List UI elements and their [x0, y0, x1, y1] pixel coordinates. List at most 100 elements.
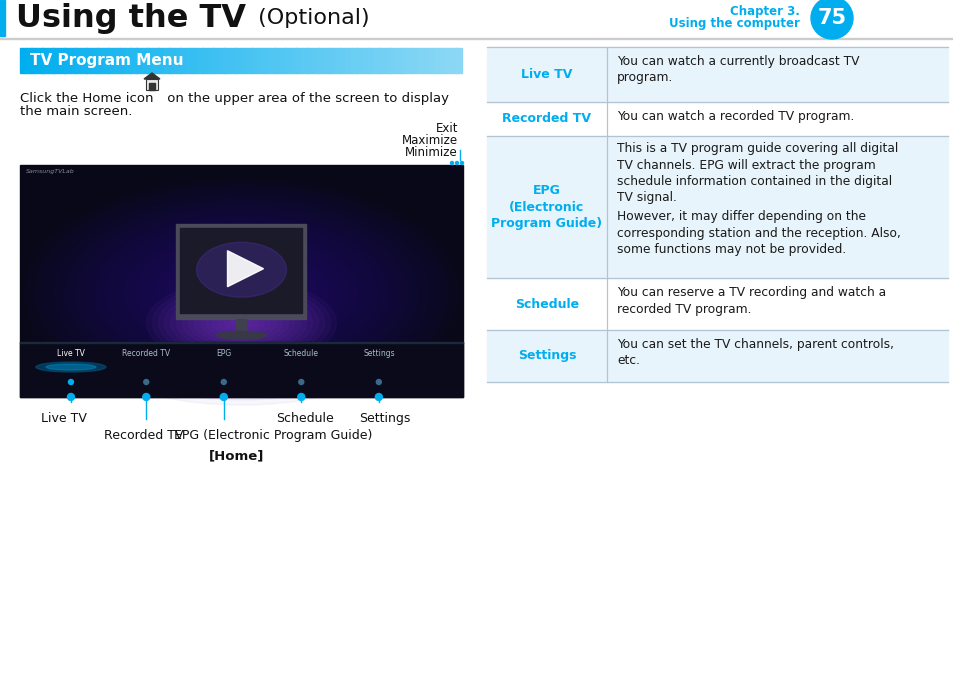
Bar: [269, 48, 274, 73]
Bar: [351, 48, 357, 73]
Ellipse shape: [176, 294, 306, 352]
Bar: [374, 48, 379, 73]
Bar: [307, 48, 313, 73]
Bar: [329, 48, 335, 73]
Text: Recorded TV: Recorded TV: [122, 349, 171, 359]
Bar: [318, 48, 324, 73]
Bar: [131, 48, 136, 73]
Text: Settings: Settings: [358, 412, 410, 425]
Bar: [429, 48, 435, 73]
Bar: [412, 48, 417, 73]
Text: Settings: Settings: [363, 349, 395, 359]
Circle shape: [297, 393, 305, 401]
Circle shape: [375, 393, 382, 401]
Bar: [378, 48, 385, 73]
Bar: [196, 48, 203, 73]
Text: Using the computer: Using the computer: [668, 16, 800, 30]
Bar: [384, 48, 391, 73]
Circle shape: [455, 162, 458, 165]
Bar: [230, 48, 235, 73]
Bar: [439, 48, 445, 73]
Text: You can reserve a TV recording and watch a
recorded TV program.: You can reserve a TV recording and watch…: [617, 286, 885, 315]
Bar: [31, 48, 37, 73]
Circle shape: [450, 162, 453, 165]
Bar: [208, 48, 213, 73]
Bar: [86, 48, 92, 73]
Text: EPG
(Electronic
Program Guide): EPG (Electronic Program Guide): [491, 184, 602, 230]
Bar: [445, 48, 451, 73]
Bar: [70, 48, 75, 73]
Circle shape: [220, 393, 227, 401]
Text: Click the Home icon: Click the Home icon: [20, 92, 153, 105]
Bar: [451, 48, 456, 73]
Bar: [113, 48, 120, 73]
Ellipse shape: [231, 318, 253, 328]
Bar: [246, 48, 253, 73]
Bar: [136, 48, 142, 73]
Ellipse shape: [200, 304, 282, 341]
Text: EPG (Electronic Program Guide): EPG (Electronic Program Guide): [173, 429, 372, 442]
Circle shape: [221, 380, 226, 385]
Bar: [164, 48, 170, 73]
Bar: [158, 48, 164, 73]
Ellipse shape: [236, 320, 246, 325]
Bar: [186, 48, 192, 73]
Ellipse shape: [147, 280, 336, 366]
Text: Minimize: Minimize: [405, 146, 457, 159]
Bar: [401, 48, 407, 73]
Bar: [395, 48, 401, 73]
Bar: [48, 48, 53, 73]
Bar: [340, 48, 346, 73]
Bar: [125, 48, 131, 73]
Bar: [218, 48, 225, 73]
Bar: [486, 330, 947, 382]
Text: SamsungTVLab: SamsungTVLab: [26, 169, 74, 174]
Text: Exit: Exit: [435, 122, 457, 135]
FancyBboxPatch shape: [176, 224, 306, 320]
Circle shape: [68, 393, 74, 401]
Bar: [0, 0, 5, 36]
Bar: [434, 48, 440, 73]
Bar: [285, 48, 291, 73]
Text: [Home]: [Home]: [209, 449, 264, 462]
Bar: [301, 48, 308, 73]
Bar: [0, 37, 953, 39]
Ellipse shape: [206, 307, 276, 338]
Text: EPG: EPG: [216, 349, 232, 359]
Circle shape: [810, 0, 852, 39]
Bar: [75, 48, 81, 73]
Bar: [20, 342, 462, 343]
Bar: [335, 48, 340, 73]
Polygon shape: [144, 73, 160, 79]
Circle shape: [69, 380, 73, 385]
Bar: [42, 48, 48, 73]
Text: Live TV: Live TV: [57, 349, 85, 359]
Bar: [174, 48, 180, 73]
Bar: [257, 48, 263, 73]
Bar: [191, 48, 197, 73]
Ellipse shape: [36, 362, 106, 372]
Bar: [81, 48, 87, 73]
Ellipse shape: [224, 315, 258, 330]
Text: Settings: Settings: [517, 349, 576, 362]
Bar: [202, 48, 208, 73]
Text: Schedule: Schedule: [515, 297, 578, 311]
Bar: [263, 48, 269, 73]
Bar: [486, 136, 947, 278]
Bar: [296, 48, 302, 73]
Ellipse shape: [196, 242, 286, 297]
Circle shape: [143, 393, 150, 401]
Ellipse shape: [152, 283, 330, 363]
Bar: [59, 48, 65, 73]
Bar: [406, 48, 413, 73]
Bar: [26, 48, 31, 73]
Bar: [169, 48, 175, 73]
Bar: [64, 48, 71, 73]
Ellipse shape: [182, 297, 300, 349]
Ellipse shape: [171, 291, 313, 355]
Bar: [417, 48, 423, 73]
Bar: [97, 48, 103, 73]
Bar: [141, 48, 148, 73]
Bar: [152, 48, 158, 73]
Text: Schedule: Schedule: [283, 349, 318, 359]
